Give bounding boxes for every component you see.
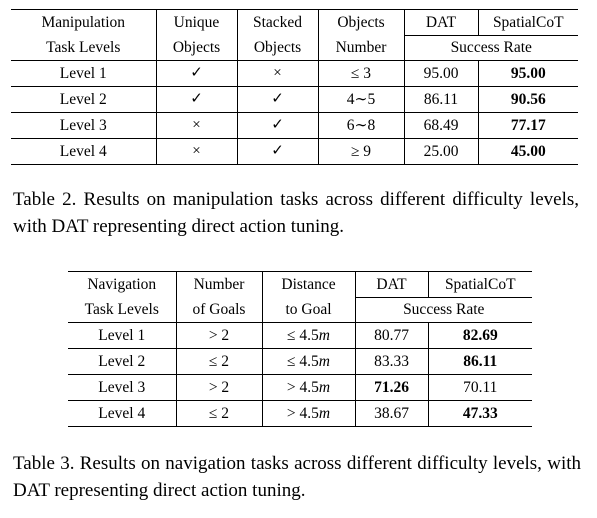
- header-cell: Number: [175, 271, 262, 297]
- spatialcot-cell: 45.00: [477, 138, 578, 165]
- spatialcot-cell: 82.69: [427, 322, 532, 349]
- stacked-objects-cell: ✓: [236, 86, 318, 113]
- spatialcot-cell: 86.11: [427, 348, 532, 375]
- header-cell: Objects: [317, 9, 404, 35]
- table-header-row: Task Levels Objects Objects Number Succe…: [11, 35, 578, 61]
- spatialcot-cell: 47.33: [427, 400, 532, 427]
- table-row: Level 1 ✓ × ≤ 3 95.00 95.00: [11, 60, 578, 87]
- objects-number-cell: ≥ 9: [317, 138, 404, 165]
- header-cell: Success Rate: [403, 35, 578, 61]
- header-cell: to Goal: [261, 297, 355, 323]
- level-cell: Level 3: [68, 374, 176, 401]
- table-header-row: Manipulation Unique Stacked Objects DAT …: [11, 9, 578, 36]
- distance-value: ≤ 4.5: [287, 326, 319, 344]
- level-cell: Level 1: [68, 322, 176, 349]
- unique-objects-cell: ✓: [155, 60, 237, 87]
- distance-cell: ≤ 4.5m: [261, 322, 355, 349]
- stacked-objects-cell: ×: [236, 60, 318, 87]
- distance-cell: ≤ 4.5m: [261, 348, 355, 375]
- header-cell: Number: [317, 35, 404, 61]
- header-cell: SpatialCoT: [427, 271, 532, 298]
- stacked-objects-cell: ✓: [236, 112, 318, 139]
- unique-objects-cell: ✓: [155, 86, 237, 113]
- goals-cell: > 2: [175, 322, 262, 349]
- header-cell: DAT: [354, 271, 428, 298]
- header-cell: Navigation: [68, 271, 176, 297]
- header-cell: DAT: [403, 9, 478, 36]
- distance-unit: m: [318, 404, 331, 422]
- dat-cell: 80.77: [354, 322, 428, 349]
- distance-cell: > 4.5m: [261, 400, 355, 427]
- spatialcot-cell: 90.56: [477, 86, 578, 113]
- objects-number-cell: ≤ 3: [317, 60, 404, 87]
- table-row: Level 2 ≤ 2 ≤ 4.5m 83.33 86.11: [68, 348, 532, 375]
- spatialcot-cell: 77.17: [477, 112, 578, 139]
- distance-value: > 4.5: [286, 378, 319, 396]
- header-cell: Stacked: [236, 9, 318, 35]
- spatialcot-cell: 95.00: [477, 60, 578, 87]
- dat-cell: 38.67: [354, 400, 428, 427]
- table-row: Level 2 ✓ ✓ 4∼5 86.11 90.56: [11, 86, 578, 113]
- header-cell: Manipulation: [11, 9, 156, 35]
- navigation-results-table: Navigation Number Distance DAT SpatialCo…: [68, 271, 532, 427]
- distance-cell: > 4.5m: [261, 374, 355, 401]
- level-cell: Level 2: [11, 86, 156, 113]
- header-cell: Task Levels: [11, 35, 156, 61]
- dat-cell: 95.00: [403, 60, 478, 87]
- goals-cell: ≤ 2: [175, 400, 262, 427]
- table-row: Level 3 > 2 > 4.5m 71.26 70.11: [68, 374, 532, 401]
- header-cell: Objects: [155, 35, 237, 61]
- dat-cell: 83.33: [354, 348, 428, 375]
- header-cell: Distance: [261, 271, 355, 297]
- objects-number-cell: 4∼5: [317, 86, 404, 113]
- spatialcot-cell: 70.11: [427, 374, 532, 401]
- distance-value: > 4.5: [286, 404, 319, 422]
- distance-value: ≤ 4.5: [287, 352, 319, 370]
- header-cell: SpatialCoT: [477, 9, 578, 36]
- table-2-caption: Table 2. Results on manipulation tasks a…: [13, 189, 579, 237]
- distance-unit: m: [318, 326, 330, 344]
- manipulation-results-table: Manipulation Unique Stacked Objects DAT …: [11, 9, 578, 165]
- header-cell: Task Levels: [68, 297, 176, 323]
- objects-number-cell: 6∼8: [317, 112, 404, 139]
- table-3-caption: Table 3. Results on navigation tasks acr…: [13, 453, 581, 501]
- header-cell: Objects: [236, 35, 318, 61]
- level-cell: Level 1: [11, 60, 156, 87]
- goals-cell: ≤ 2: [175, 348, 262, 375]
- stacked-objects-cell: ✓: [236, 138, 318, 165]
- dat-cell: 71.26: [354, 374, 428, 401]
- dat-cell: 86.11: [403, 86, 478, 113]
- goals-cell: > 2: [175, 374, 262, 401]
- distance-unit: m: [318, 378, 331, 396]
- level-cell: Level 2: [68, 348, 176, 375]
- table-row: Level 1 > 2 ≤ 4.5m 80.77 82.69: [68, 322, 532, 349]
- dat-cell: 25.00: [403, 138, 478, 165]
- dat-cell: 68.49: [403, 112, 478, 139]
- table-header-row: Task Levels of Goals to Goal Success Rat…: [68, 297, 532, 323]
- distance-unit: m: [318, 352, 330, 370]
- unique-objects-cell: ×: [155, 138, 237, 165]
- header-cell: of Goals: [175, 297, 262, 323]
- header-cell: Success Rate: [354, 297, 532, 323]
- table-row: Level 3 × ✓ 6∼8 68.49 77.17: [11, 112, 578, 139]
- level-cell: Level 4: [68, 400, 176, 427]
- table-header-row: Navigation Number Distance DAT SpatialCo…: [68, 271, 532, 298]
- header-cell: Unique: [155, 9, 237, 35]
- table-row: Level 4 ≤ 2 > 4.5m 38.67 47.33: [68, 400, 532, 427]
- level-cell: Level 4: [11, 138, 156, 165]
- table-row: Level 4 × ✓ ≥ 9 25.00 45.00: [11, 138, 578, 165]
- unique-objects-cell: ×: [155, 112, 237, 139]
- level-cell: Level 3: [11, 112, 156, 139]
